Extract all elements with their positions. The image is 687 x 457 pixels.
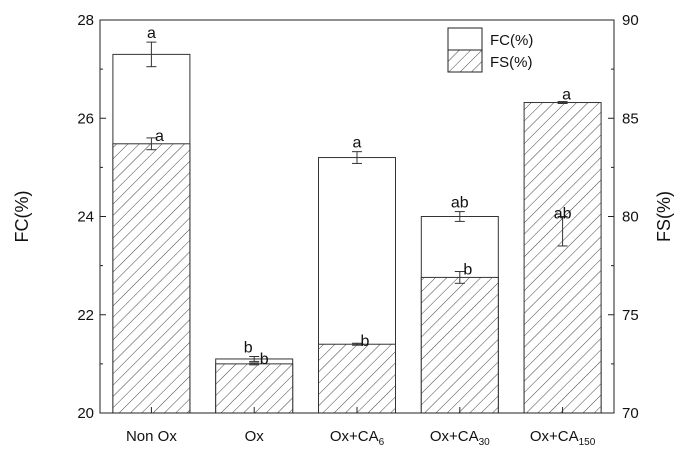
fc-error-bar-0 (146, 41, 157, 68)
x-tick-label-1: Ox (245, 428, 265, 445)
y-right-tick-label-1: 75 (622, 307, 639, 324)
fs-letter-4: a (562, 87, 571, 104)
y-left-tick-label-3: 26 (77, 110, 94, 127)
x-tick-label-2: Ox+CA6 (330, 428, 385, 448)
y-right-tick-label-4: 90 (622, 12, 639, 29)
fs-letter-1: b (260, 351, 269, 368)
fs-error-bar-4 (557, 101, 568, 105)
fc-letter-4: ab (554, 206, 572, 223)
legend-swatch-fc (447, 27, 483, 51)
fs-error-bar-2 (352, 342, 362, 346)
y-left-tick-label-4: 28 (77, 12, 94, 29)
fc-letter-1: b (244, 340, 253, 357)
y-right-tick-label-3: 85 (622, 110, 639, 127)
y-axis-right-title: FS(%) (654, 191, 674, 242)
x-tick-label-0: Non Ox (126, 428, 177, 445)
fc-error-bar-1 (249, 356, 260, 362)
fc-error-bar-2 (352, 151, 362, 164)
fs-bar-3 (420, 276, 499, 414)
legend-label-fc: FC(%) (490, 32, 533, 49)
y-left-tick-label-1: 22 (77, 307, 94, 324)
fs-error-bar-0 (146, 137, 157, 151)
fs-bar-1 (215, 363, 294, 414)
y-axis-left-title: FC(%) (12, 191, 32, 243)
legend-label-fs: FS(%) (490, 54, 533, 71)
fc-letter-3: ab (451, 195, 469, 212)
fc-letter-0: a (147, 25, 156, 42)
y-left-tick-label-0: 20 (77, 405, 94, 422)
fc-letter-2: a (353, 135, 362, 152)
legend-swatch-fs (447, 49, 483, 73)
y-left-tick-label-2: 24 (77, 209, 94, 226)
y-right-tick-label-0: 70 (622, 405, 639, 422)
legend: FC(%) FS(%) (447, 27, 533, 73)
fs-letter-2: b (361, 333, 370, 350)
fs-error-bar-1 (249, 362, 260, 366)
x-tick-label-4: Ox+CA150 (530, 428, 596, 448)
x-tick-label-3: Ox+CA30 (430, 428, 490, 448)
y-right-tick-label-2: 80 (622, 209, 639, 226)
x-tick-label-subscript-2: 6 (379, 437, 385, 448)
error-bars-layer (146, 41, 568, 366)
fs-bar-2 (318, 343, 396, 414)
fc-error-bar-3 (454, 211, 465, 222)
bars-layer (112, 53, 602, 414)
ticks-layer: 20 22 24 26 28 70 75 80 85 90 Non Ox Ox Ox+CA6 Ox+CA3… (77, 12, 638, 448)
x-tick-label-subscript-4: 150 (579, 437, 596, 448)
fs-error-bar-3 (454, 271, 465, 284)
fs-bar-0 (112, 143, 191, 414)
fs-bar-4 (523, 102, 602, 414)
x-tick-label-subscript-3: 30 (479, 437, 491, 448)
fs-letter-0: a (155, 128, 164, 145)
fs-letter-3: b (463, 262, 472, 279)
fc-error-bar-4 (557, 216, 568, 247)
